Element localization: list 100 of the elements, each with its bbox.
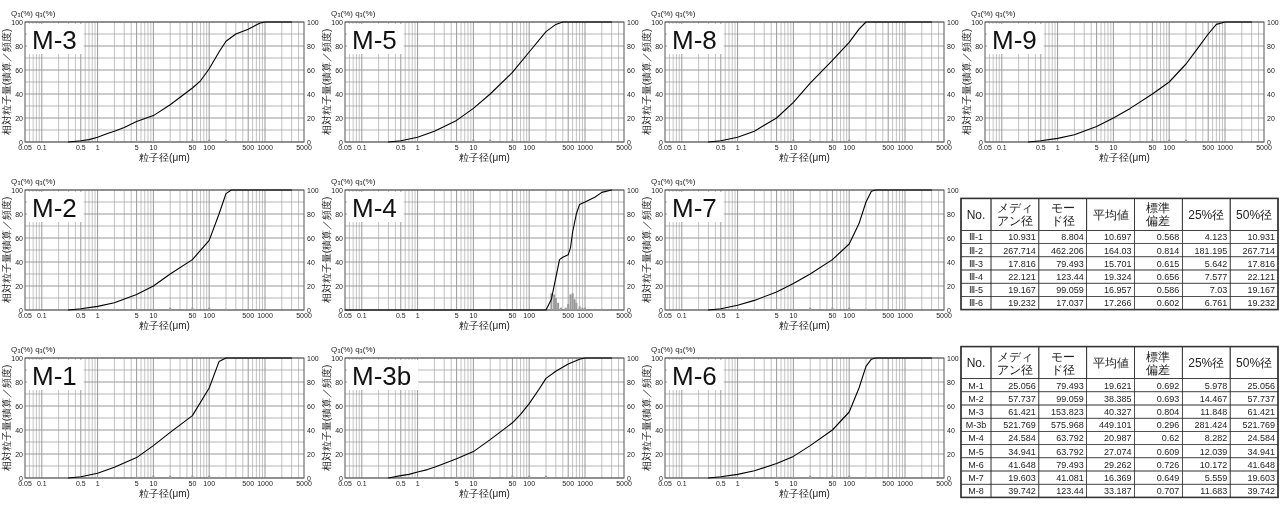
text: 0.62: [1161, 433, 1180, 444]
category-label: Ⅲ-6: [968, 298, 984, 309]
text: 16.369: [1103, 473, 1132, 483]
text: 63.792: [1056, 433, 1084, 444]
chart-title: M-1: [32, 361, 77, 391]
text: 8.804: [1061, 232, 1084, 243]
text: 0.602: [1156, 298, 1180, 309]
text: 0.649: [1156, 473, 1180, 483]
text: 7.03: [1209, 285, 1228, 296]
x-axis-title: 粒子径(μm): [1099, 152, 1150, 163]
text: 34.941: [1247, 446, 1275, 457]
category-label: 標準偏差: [1146, 201, 1171, 229]
text: 17.816: [1008, 258, 1036, 269]
x-axis-title: 粒子径(μm): [459, 152, 510, 163]
text: 22.121: [1008, 272, 1036, 282]
text: 41.648: [1247, 459, 1275, 470]
bar: [557, 302, 560, 310]
category-label: メディアン径: [996, 349, 1033, 377]
chart-title: M-2: [32, 193, 77, 223]
text: 24.584: [1247, 433, 1275, 444]
text: 5.642: [1204, 258, 1228, 269]
text: 19.167: [1247, 285, 1275, 296]
y-axis-title: 相対粒子量(積算／頻度): [1, 196, 12, 304]
chart-subtitle: Q₃(%) q₃(%): [331, 177, 376, 186]
text: 27.074: [1103, 446, 1132, 457]
text: 33.187: [1103, 486, 1132, 497]
x-axis-title: 粒子径(μm): [139, 152, 190, 163]
text: 0.692: [1156, 380, 1180, 391]
category-label: 25%径: [1188, 207, 1225, 222]
y-axis-title: 相対粒子量(積算／頻度): [961, 28, 972, 136]
text: 153.823: [1051, 407, 1084, 417]
text: 267.714: [1003, 245, 1036, 256]
category-label: M-2: [968, 393, 984, 404]
text: 16.957: [1103, 285, 1132, 296]
text: 34.941: [1008, 446, 1036, 457]
y-axis-title: 相対粒子量(積算／頻度): [641, 28, 652, 136]
text: 12.039: [1199, 446, 1228, 457]
category-label: M-1: [968, 380, 984, 391]
text: 462.206: [1051, 245, 1084, 256]
text: 57.737: [1008, 393, 1036, 404]
category-label: 平均値: [1092, 356, 1129, 371]
text: 39.742: [1247, 486, 1275, 497]
text: 61.421: [1008, 407, 1036, 417]
text: 0.814: [1156, 245, 1180, 256]
category-label: Ⅲ-5: [968, 285, 984, 296]
category-label: メディアン径: [996, 201, 1033, 229]
text: 0.707: [1156, 486, 1180, 497]
text: 10.172: [1199, 459, 1228, 470]
category-label: 標準偏差: [1146, 349, 1171, 377]
text: 79.493: [1056, 258, 1084, 269]
text: 19.232: [1247, 298, 1275, 309]
category-label: 50%径: [1236, 356, 1273, 371]
text: 61.421: [1247, 407, 1275, 417]
y-axis-title: 相対粒子量(積算／頻度): [641, 364, 652, 472]
text: 521.769: [1242, 420, 1275, 431]
text: 99.059: [1056, 285, 1084, 296]
chart-subtitle: Q₃(%) q₃(%): [11, 9, 56, 18]
text: 575.968: [1051, 420, 1084, 431]
text: 25.056: [1247, 380, 1275, 391]
text: 10.697: [1103, 232, 1132, 243]
category-label: モード径: [1050, 349, 1075, 377]
category-label: M-3b: [965, 420, 987, 431]
text: 0.693: [1156, 393, 1180, 404]
text: 0.615: [1156, 258, 1180, 269]
category-label: M-5: [968, 446, 984, 457]
text: 0.568: [1156, 232, 1180, 243]
category-label: 平均値: [1092, 207, 1129, 222]
text: 29.262: [1103, 459, 1132, 470]
y-axis-title: 相対粒子量(積算／頻度): [321, 196, 332, 304]
text: 17.266: [1103, 298, 1132, 309]
text: 5.978: [1204, 380, 1228, 391]
chart-title: M-3b: [352, 361, 412, 391]
text: 19.167: [1008, 285, 1036, 296]
chart-subtitle: Q₃(%) q₃(%): [11, 345, 56, 354]
category-label: M-4: [968, 433, 984, 444]
text: 19.621: [1103, 380, 1132, 391]
text: 14.467: [1199, 393, 1228, 404]
x-axis-title: 粒子径(μm): [779, 152, 830, 163]
text: 40.327: [1103, 407, 1132, 417]
category-label: No.: [966, 207, 986, 222]
chart-title: M-8: [672, 25, 717, 55]
chart-subtitle: Q₃(%) q₃(%): [651, 9, 696, 18]
text: 0.586: [1156, 285, 1180, 296]
category-label: M-3: [968, 407, 984, 417]
text: 10.931: [1008, 232, 1036, 243]
text: 0.656: [1156, 272, 1180, 282]
text: 41.648: [1008, 459, 1036, 470]
text: 5.559: [1204, 473, 1228, 483]
text: 57.737: [1247, 393, 1275, 404]
y-axis-title: 相対粒子量(積算／頻度): [641, 196, 652, 304]
text: 281.424: [1194, 420, 1228, 431]
chart-title: M-7: [672, 193, 717, 223]
chart-subtitle: Q₃(%) q₃(%): [331, 345, 376, 354]
category-label: M-6: [968, 459, 984, 470]
text: 267.714: [1242, 245, 1275, 256]
category-label: Ⅲ-1: [968, 232, 984, 243]
text: 19.603: [1008, 473, 1036, 483]
category-label: No.: [966, 356, 986, 371]
text: 7.577: [1204, 272, 1228, 282]
category-label: 25%径: [1188, 356, 1225, 371]
